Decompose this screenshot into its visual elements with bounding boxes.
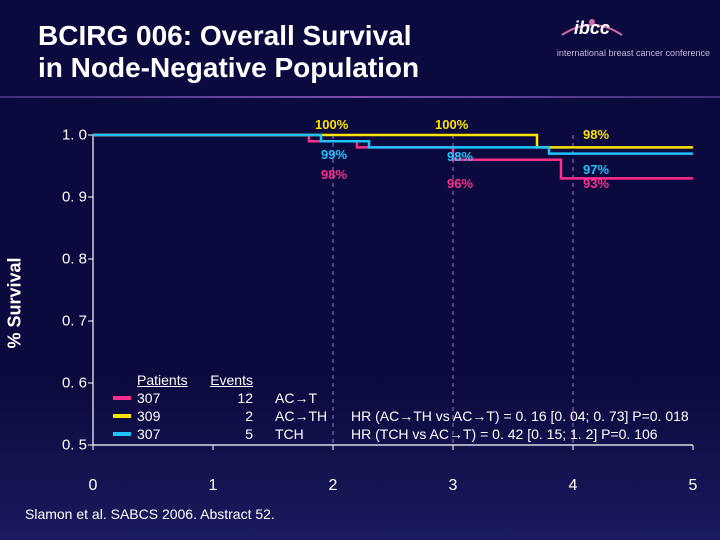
legend-row: 307 5 TCH HR (TCH vs AC→T) = 0. 42 [0. 1… bbox=[113, 425, 689, 443]
y-tick-label: 0. 9 bbox=[47, 189, 87, 206]
x-tick-label: 1 bbox=[209, 477, 218, 495]
legend-row: 307 12 AC→T bbox=[113, 389, 689, 407]
brand-logo: ibcc international breast cancer confere… bbox=[557, 10, 710, 58]
percent-label: 98% bbox=[321, 167, 347, 182]
legend-series-name: AC→TH bbox=[275, 407, 345, 425]
y-axis-label: % Survival bbox=[5, 257, 26, 348]
y-tick-label: 1. 0 bbox=[47, 127, 87, 144]
title-underline bbox=[0, 96, 720, 98]
legend-swatch bbox=[113, 396, 131, 400]
legend-swatch bbox=[113, 432, 131, 436]
percent-label: 97% bbox=[583, 162, 609, 177]
legend-patients: 307 bbox=[137, 389, 197, 407]
legend-patients: 309 bbox=[137, 407, 197, 425]
legend-series-name: TCH bbox=[275, 425, 345, 443]
percent-label: 96% bbox=[447, 176, 473, 191]
legend-events: 5 bbox=[203, 425, 253, 443]
percent-label: 99% bbox=[321, 147, 347, 162]
legend-hr-text: HR (TCH vs AC→T) = 0. 42 [0. 15; 1. 2] P… bbox=[351, 425, 658, 443]
survival-chart: % Survival 1. 00. 90. 80. 70. 60. 501234… bbox=[25, 135, 695, 470]
legend-swatch bbox=[113, 414, 131, 418]
legend: Patients Events 307 12 AC→T 309 2 AC→TH … bbox=[113, 371, 689, 444]
x-tick-label: 0 bbox=[89, 477, 98, 495]
percent-label: 100% bbox=[315, 117, 348, 132]
legend-events: 12 bbox=[203, 389, 253, 407]
y-tick-label: 0. 5 bbox=[47, 437, 87, 454]
y-tick-label: 0. 6 bbox=[47, 375, 87, 392]
legend-patients: 307 bbox=[137, 425, 197, 443]
slide-title: BCIRG 006: Overall Survivalin Node-Negat… bbox=[38, 20, 419, 84]
citation: Slamon et al. SABCS 2006. Abstract 52. bbox=[25, 506, 275, 522]
legend-events: 2 bbox=[203, 407, 253, 425]
x-tick-label: 3 bbox=[449, 477, 458, 495]
y-tick-label: 0. 7 bbox=[47, 313, 87, 330]
x-tick-label: 4 bbox=[569, 477, 578, 495]
brand-acronym: ibcc bbox=[557, 18, 627, 39]
percent-label: 98% bbox=[583, 127, 609, 142]
x-tick-label: 2 bbox=[329, 477, 338, 495]
legend-hr-text: HR (AC→TH vs AC→T) = 0. 16 [0. 04; 0. 73… bbox=[351, 407, 689, 425]
percent-label: 100% bbox=[435, 117, 468, 132]
percent-label: 93% bbox=[583, 176, 609, 191]
x-tick-label: 5 bbox=[689, 477, 698, 495]
legend-series-name: AC→T bbox=[275, 389, 345, 407]
legend-row: 309 2 AC→TH HR (AC→TH vs AC→T) = 0. 16 [… bbox=[113, 407, 689, 425]
y-tick-label: 0. 8 bbox=[47, 251, 87, 268]
percent-label: 98% bbox=[447, 149, 473, 164]
brand-subtitle: international breast cancer conference bbox=[557, 48, 710, 58]
